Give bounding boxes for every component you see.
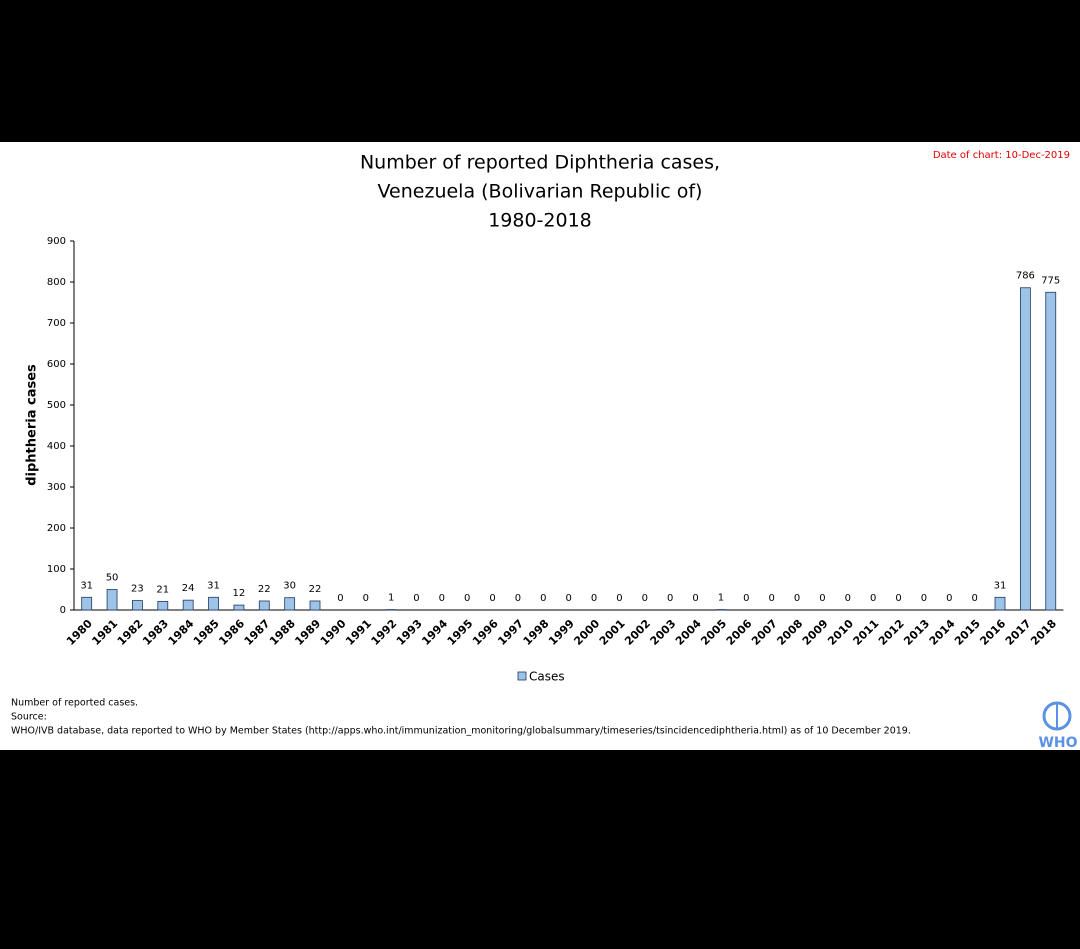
legend-label: Cases [529, 670, 565, 684]
y-tick-label: 0 [60, 605, 66, 616]
chart-title: Number of reported Diphtheria cases, [360, 152, 720, 174]
slide [0, 142, 1080, 750]
value-label: 0 [439, 593, 445, 604]
value-label: 786 [1016, 271, 1035, 282]
value-label: 31 [80, 580, 93, 591]
chart-title: 1980-2018 [488, 210, 592, 232]
bar [157, 600, 169, 611]
legend-swatch [517, 671, 527, 681]
value-label: 0 [845, 593, 851, 604]
value-label: 0 [591, 593, 597, 604]
value-label: 0 [642, 593, 648, 604]
value-label: 31 [207, 580, 220, 591]
y-tick-label: 200 [47, 523, 66, 534]
value-label: 31 [994, 580, 1007, 591]
bar [233, 604, 245, 611]
y-axis-label: diphtheria cases [25, 364, 40, 486]
who-logo: WHO [1038, 701, 1078, 751]
bar [132, 600, 143, 611]
value-label: 0 [363, 593, 369, 604]
y-tick-label: 800 [47, 277, 66, 288]
value-label: 0 [515, 593, 521, 604]
date-note: Date of chart: 10-Dec-2019 [933, 150, 1070, 161]
bar [208, 596, 219, 611]
y-tick-label: 500 [47, 400, 66, 411]
value-label: 30 [283, 581, 296, 592]
value-label: 0 [743, 593, 749, 604]
bar [1045, 291, 1057, 611]
y-tick-label: 300 [47, 482, 66, 493]
y-tick-label: 400 [47, 441, 66, 452]
value-label: 0 [794, 593, 800, 604]
value-label: 0 [566, 593, 572, 604]
value-label: 0 [413, 593, 419, 604]
value-label: 0 [616, 593, 622, 604]
value-label: 24 [182, 583, 195, 594]
value-label: 22 [258, 584, 271, 595]
value-label: 0 [946, 593, 952, 604]
value-label: 0 [895, 593, 901, 604]
value-label: 1 [388, 593, 394, 604]
bar [994, 596, 1006, 611]
value-label: 0 [971, 593, 977, 604]
value-label: 1 [718, 593, 724, 604]
value-label: 0 [870, 593, 876, 604]
value-label: 23 [131, 584, 144, 595]
note: Source: [11, 712, 47, 723]
value-label: 21 [156, 584, 169, 595]
value-label: 0 [921, 593, 927, 604]
value-label: 0 [489, 593, 495, 604]
value-label: 0 [540, 593, 546, 604]
note: WHO/IVB database, data reported to WHO b… [11, 726, 911, 737]
y-tick-label: 700 [47, 318, 66, 329]
bar [106, 589, 118, 611]
logo-text: WHO [1038, 735, 1077, 751]
chart-title: Venezuela (Bolivarian Republic of) [378, 181, 703, 203]
value-label: 0 [464, 593, 470, 604]
bar [182, 599, 194, 611]
value-label: 50 [106, 573, 119, 584]
bar [258, 600, 270, 611]
value-label: 12 [233, 588, 246, 599]
value-label: 0 [337, 593, 343, 604]
bar [1019, 287, 1031, 611]
value-label: 0 [692, 593, 698, 604]
value-label: 0 [768, 593, 774, 604]
y-tick-label: 600 [47, 359, 66, 370]
value-label: 0 [819, 593, 825, 604]
value-label: 775 [1041, 275, 1060, 286]
note: Number of reported cases. [11, 698, 138, 709]
value-label: 0 [667, 593, 673, 604]
y-tick-label: 900 [47, 236, 66, 247]
value-label: 22 [309, 584, 322, 595]
y-tick-label: 100 [47, 564, 66, 575]
bar [81, 596, 93, 611]
bar [284, 597, 296, 611]
bar [309, 600, 321, 611]
